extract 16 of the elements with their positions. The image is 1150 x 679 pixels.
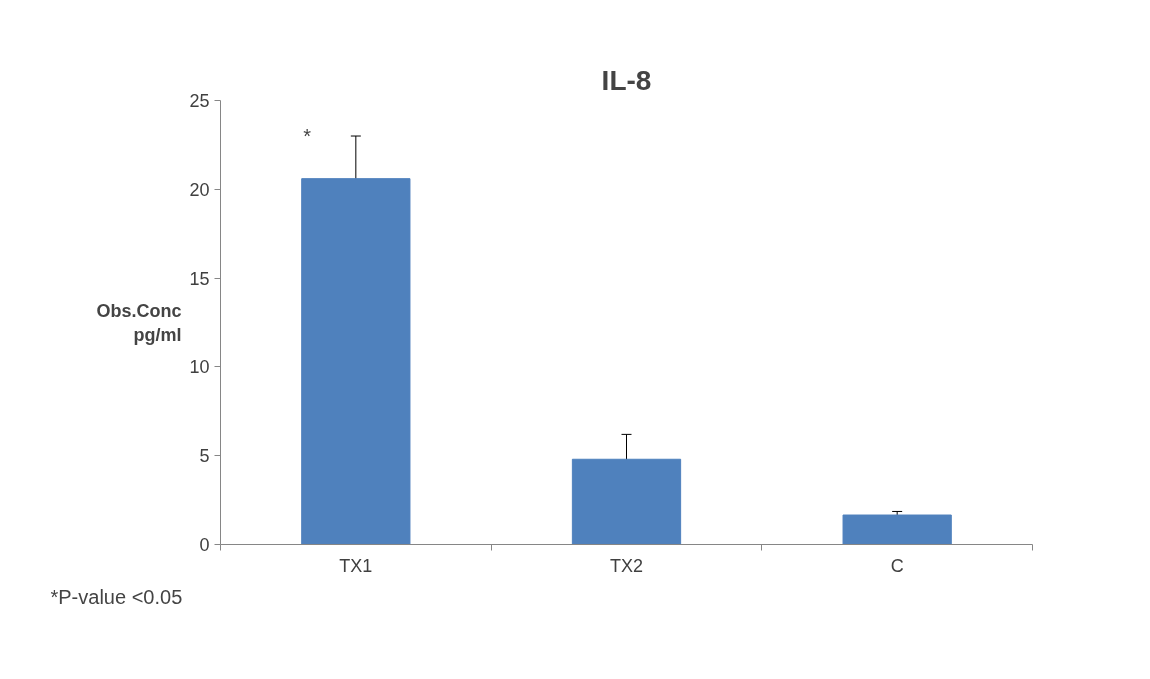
bar bbox=[842, 514, 952, 545]
y-axis-title: Obs.Conc pg/ml bbox=[96, 300, 182, 345]
x-tick-label: C bbox=[890, 555, 904, 576]
text: *P-value <0.05 bbox=[50, 585, 183, 608]
bar bbox=[571, 458, 682, 545]
chart-title: IL-8 bbox=[601, 64, 652, 96]
y-tick-label: 5 bbox=[199, 446, 210, 467]
x-tick-label: TX2 bbox=[609, 555, 644, 576]
y-tick-label: 0 bbox=[199, 535, 210, 555]
y-tick-label: 20 bbox=[189, 179, 210, 200]
annotation: * bbox=[303, 125, 312, 148]
y-tick-label: 10 bbox=[189, 357, 210, 378]
x-tick-label: TX1 bbox=[339, 555, 373, 576]
y-tick-label: 25 bbox=[189, 91, 210, 111]
y-tick-label: 15 bbox=[189, 268, 210, 289]
bar bbox=[301, 178, 411, 545]
